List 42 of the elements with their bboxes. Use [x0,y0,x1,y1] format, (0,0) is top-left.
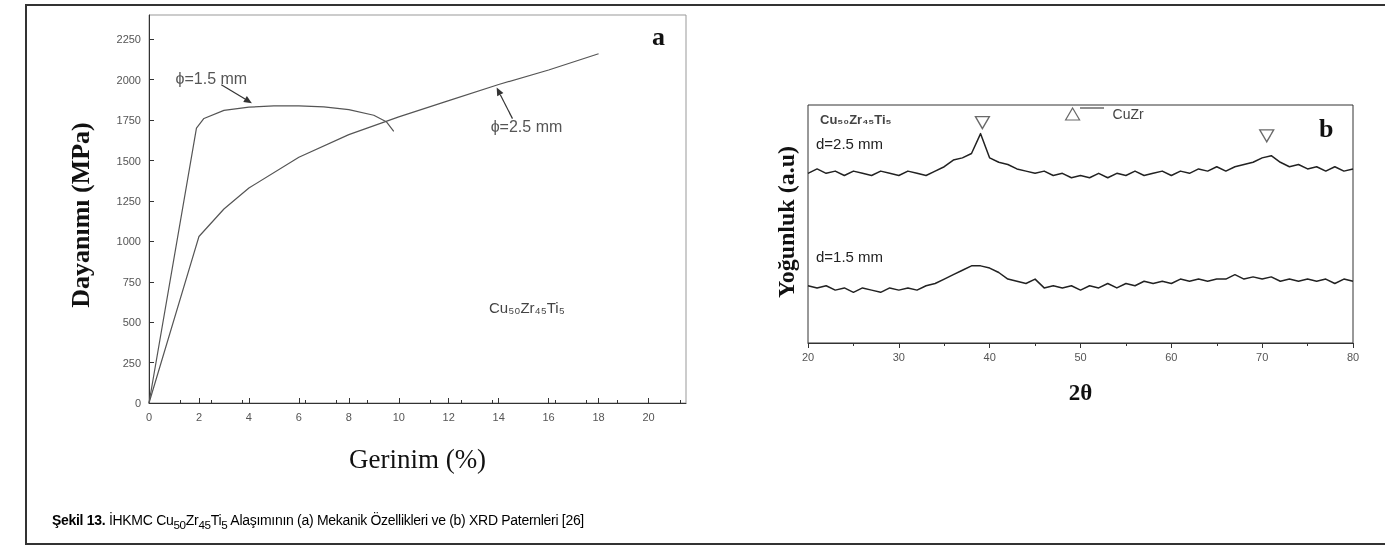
x-tick-label: 30 [892,350,905,363]
x-tick-label: 50 [1074,350,1087,363]
x-tick-label: 80 [1346,350,1360,363]
series-label: ϕ=1.5 mm [175,70,248,88]
x-tick-label: 60 [1165,350,1178,363]
y-tick-label: 1250 [116,194,141,207]
series-label: d=1.5 mm [816,247,884,265]
x-tick-label: 4 [245,410,252,423]
x-axis-title: 2θ [1068,380,1093,405]
y-tick-label: 1750 [116,114,141,127]
x-tick-label: 16 [542,410,555,423]
text: Şekil 13. İHKMC Cu$_{50}$Zr$_{45}$Ti$_{5}$ Alaşımının (a) Mekanik Özellikleri ve (b) XRD Paternleri [26] [52,512,584,531]
annotation: Cu₅₀Zr₄₅Ti₅ [820,112,892,127]
x-tick-label: 10 [392,410,405,423]
y-tick-label: 750 [122,275,141,288]
x-tick-label: 0 [145,410,153,423]
y-tick-label: 0 [134,397,141,409]
x-tick-label: 20 [801,350,815,363]
legend-label: CuZr [1084,106,1145,122]
y-tick-label: 2000 [116,73,141,86]
annotation: Cu₅₀Zr₄₅Ti₅ [489,299,565,316]
y-tick-label: 2250 [116,33,141,46]
annotation: a [652,21,665,51]
x-tick-label: 8 [345,410,352,423]
x-tick-label: 14 [492,410,505,423]
y-tick-label: 500 [122,316,141,329]
x-tick-label: 18 [592,410,605,423]
series-label: d=2.5 mm [816,135,884,153]
x-tick-label: 70 [1256,350,1269,363]
y-axis-title: Yoğunluk (a.u) [773,145,799,299]
x-tick-label: 6 [295,410,302,423]
series-label: ϕ=2.5 mm [490,118,563,136]
x-tick-label: 12 [442,410,455,423]
y-axis-title: Dayanımı (MPa) [65,122,95,308]
x-tick-label: 20 [642,410,655,423]
y-tick-label: 1500 [116,154,141,167]
x-axis-title: Gerinim (%) [348,443,487,474]
annotation: b [1319,113,1334,143]
y-tick-label: 1000 [116,235,141,248]
y-tick-label: 250 [122,356,141,369]
x-tick-label: 2 [195,410,203,423]
x-tick-label: 40 [983,350,996,363]
